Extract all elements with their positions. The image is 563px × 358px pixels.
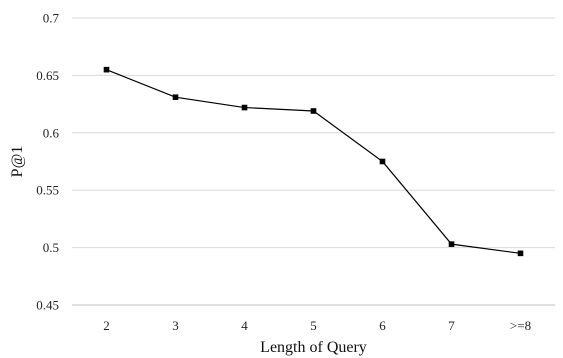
data-point — [448, 241, 455, 247]
x-axis-title: Length of Query — [260, 339, 367, 356]
data-point — [241, 104, 248, 111]
series-layer — [103, 66, 524, 257]
x-axis-ticks: 2 3 4 5 6 7 >=8 — [103, 318, 531, 333]
series-line — [106, 69, 521, 254]
x-tick-label: 4 — [241, 318, 248, 333]
x-tick-label: 2 — [103, 318, 110, 333]
x-tick-label: 6 — [379, 318, 386, 333]
data-point — [310, 108, 317, 114]
data-point — [379, 158, 386, 165]
data-point — [103, 66, 110, 73]
x-tick-label: 3 — [172, 318, 179, 333]
x-tick-label: >=8 — [510, 318, 531, 333]
y-tick-label: 0.6 — [43, 125, 60, 140]
y-tick-label: 0.65 — [36, 68, 59, 83]
y-tick-label: 0.5 — [43, 240, 59, 255]
x-tick-label: 7 — [448, 318, 455, 333]
data-point — [172, 94, 179, 101]
y-axis-title: P@1 — [9, 146, 26, 178]
y-tick-label: 0.7 — [43, 11, 60, 26]
x-tick-label: 5 — [310, 318, 317, 333]
data-point — [517, 250, 524, 257]
y-axis-ticks: 0.45 0.5 0.55 0.6 0.65 0.7 — [36, 11, 59, 313]
y-tick-label: 0.45 — [36, 298, 59, 313]
y-tick-label: 0.55 — [36, 183, 59, 198]
gridlines — [72, 17, 555, 249]
